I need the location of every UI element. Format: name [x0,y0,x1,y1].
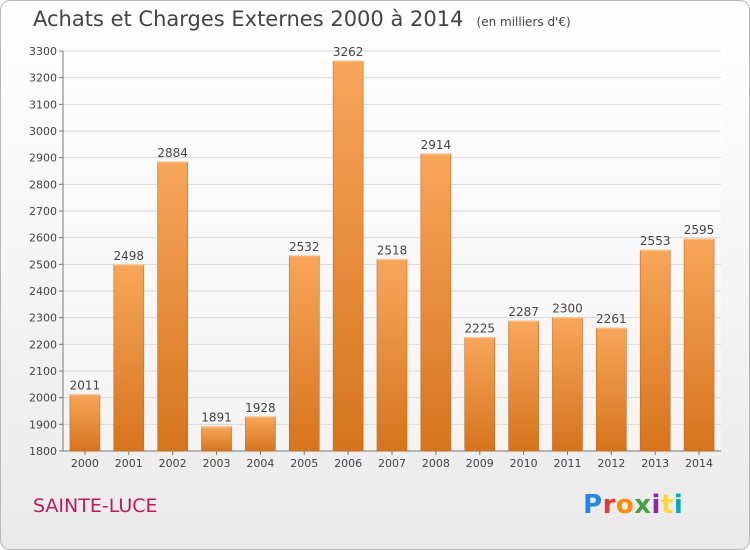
bar [332,60,364,452]
y-tick-label: 2700 [29,205,57,218]
y-tick-label: 1800 [29,445,57,458]
bar [376,259,408,452]
bar-value-label: 2532 [289,240,320,254]
bar [683,238,715,452]
logo-letter: P [583,490,603,520]
x-tick-label: 2000 [71,457,99,470]
logo-letter: t [660,490,674,520]
bar [113,264,145,452]
bar-value-label: 2498 [114,249,145,263]
bar [420,153,452,452]
place-name: SAINTE-LUCE [33,495,158,517]
x-tick-label: 2014 [685,457,713,470]
y-tick-label: 2100 [29,365,57,378]
bar-value-label: 2261 [596,312,627,326]
y-tick-label: 1900 [29,418,57,431]
proxiti-logo: Proxiti [583,490,683,520]
x-tick-label: 2007 [378,457,406,470]
bar [201,426,232,452]
bar-value-label: 2595 [684,223,715,237]
bar-value-label: 2011 [70,379,101,393]
logo-letter: i [673,490,684,520]
x-tick-label: 2011 [553,457,581,470]
bar-value-label: 2518 [377,244,408,258]
y-tick-label: 2900 [29,152,57,165]
logo-letter: i [651,490,661,520]
bar [508,320,539,452]
bar [552,317,583,452]
bar [245,416,276,452]
y-tick-label: 2400 [29,285,57,298]
bar [69,394,101,452]
y-tick-label: 2300 [29,312,57,325]
bar-value-label: 2553 [640,234,671,248]
bar-value-label: 2287 [508,305,539,319]
bar-value-label: 2884 [157,146,188,160]
logo-letter: r [602,490,616,520]
x-tick-label: 2001 [115,457,143,470]
y-tick-label: 3300 [29,45,57,58]
x-tick-label: 2013 [641,457,669,470]
y-tick-label: 2600 [29,232,57,245]
chart-title: Achats et Charges Externes 2000 à 2014 [33,7,464,31]
bar-value-label: 1928 [245,401,276,415]
bar [464,337,496,452]
x-tick-label: 2010 [510,457,538,470]
logo-letter: o [615,490,635,520]
x-tick-label: 2008 [422,457,450,470]
y-tick-label: 2800 [29,178,57,191]
bar [288,255,320,452]
chart-title-block: Achats et Charges Externes 2000 à 2014 (… [33,7,571,31]
x-tick-label: 2012 [597,457,625,470]
bar-value-label: 2225 [464,322,495,336]
x-tick-label: 2005 [290,457,318,470]
x-tick-label: 2003 [203,457,231,470]
bar-value-label: 2914 [421,138,452,152]
bar [157,161,188,452]
y-tick-label: 2500 [29,258,57,271]
bar [639,249,671,452]
y-tick-label: 2000 [29,392,57,405]
chart-unit: (en milliers d'€) [476,15,571,29]
x-tick-label: 2002 [159,457,187,470]
bar-value-label: 1891 [201,411,232,425]
logo-letter: x [634,490,652,520]
y-tick-label: 3000 [29,125,57,138]
y-tick-label: 3100 [29,98,57,111]
bar-value-label: 3262 [333,45,364,59]
bar-value-label: 2300 [552,302,583,316]
x-tick-label: 2009 [466,457,494,470]
x-tick-label: 2006 [334,457,362,470]
y-tick-label: 2200 [29,338,57,351]
bar [596,327,627,452]
x-tick-label: 2004 [246,457,274,470]
y-tick-label: 3200 [29,72,57,85]
